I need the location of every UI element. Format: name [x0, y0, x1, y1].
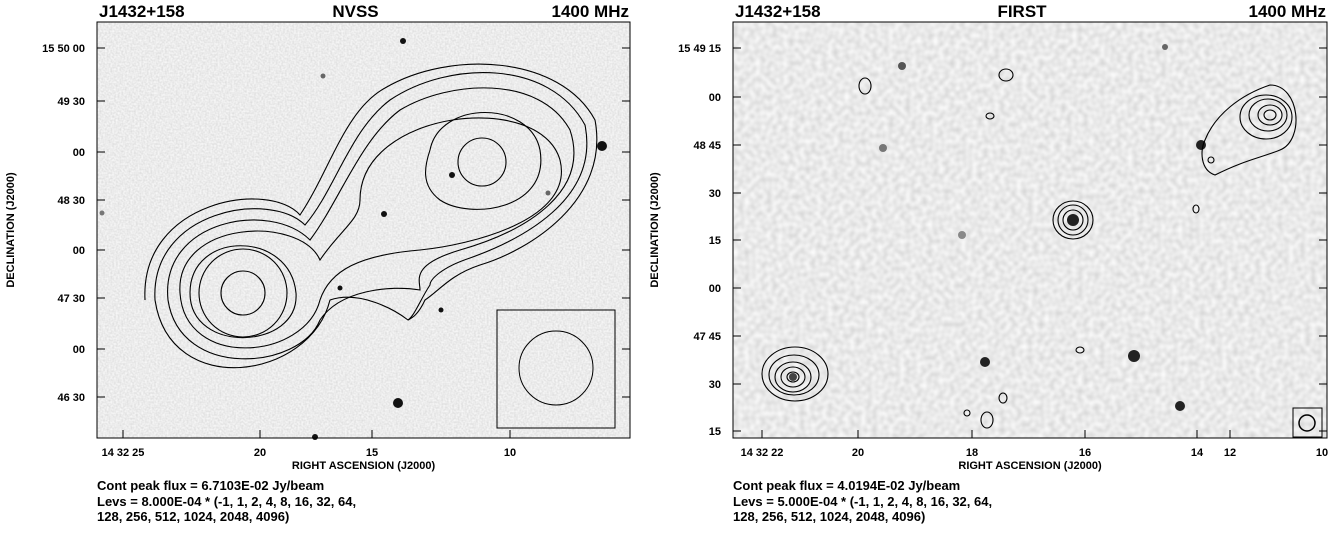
y-tick-label: 48 30	[57, 195, 85, 207]
stars	[99, 38, 607, 440]
radio-image	[733, 22, 1327, 438]
source-name: J1432+158	[735, 2, 821, 21]
x-tick-label: 10	[504, 447, 516, 459]
survey-name: NVSS	[332, 2, 378, 21]
y-tick-label: 15 50 00	[42, 43, 85, 55]
y-tick-label: 00	[709, 92, 721, 104]
y-tick-label: 46 30	[57, 392, 85, 404]
y-axis-label: DECLINATION (J2000)	[649, 172, 661, 288]
x-tick-label: 20	[254, 447, 266, 459]
contour-levels: 128, 256, 512, 1024, 2048, 4096)	[733, 509, 925, 524]
beam	[518, 330, 594, 406]
peak-flux: Cont peak flux = 4.0194E-02 Jy/beam	[733, 478, 960, 493]
y-tick-label: 15	[709, 235, 721, 247]
contour-levels: Levs = 8.000E-04 * (-1, 1, 2, 4, 8, 16, …	[97, 494, 356, 509]
radio-image	[97, 22, 630, 438]
y-tick-label: 47 45	[693, 331, 721, 343]
beam-box	[496, 309, 616, 429]
x-tick-label: 20	[852, 447, 864, 459]
source-name: J1432+158	[99, 2, 185, 21]
frequency: 1400 MHz	[1249, 2, 1326, 21]
x-tick-label: 16	[1079, 447, 1091, 459]
x-tick-label: 14 32 25	[102, 447, 145, 459]
x-tick-label: 14	[1191, 447, 1204, 459]
contour-levels: 128, 256, 512, 1024, 2048, 4096)	[97, 509, 289, 524]
y-tick-label: 47 30	[57, 293, 85, 305]
y-tick-label: 00	[73, 344, 85, 356]
y-axis-label: DECLINATION (J2000)	[5, 172, 17, 288]
peak-flux: Cont peak flux = 6.7103E-02 Jy/beam	[97, 478, 324, 493]
frequency: 1400 MHz	[552, 2, 629, 21]
beam-box	[1292, 407, 1323, 438]
y-tick-label: 00	[73, 147, 85, 159]
y-tick-label: 00	[73, 245, 85, 257]
plot-frame	[732, 21, 1328, 439]
y-tick-label: 30	[709, 379, 721, 391]
x-tick-label: 10	[1316, 447, 1328, 459]
x-tick-label: 18	[966, 447, 978, 459]
x-axis-label: RIGHT ASCENSION (J2000)	[958, 460, 1102, 472]
plot-frame	[96, 21, 631, 439]
x-axis-label: RIGHT ASCENSION (J2000)	[292, 460, 436, 472]
y-tick-label: 15 49 15	[678, 43, 721, 55]
y-tick-label: 00	[709, 283, 721, 295]
x-tick-label: 15	[366, 447, 378, 459]
y-tick-label: 48 45	[693, 140, 721, 152]
survey-name: FIRST	[997, 2, 1047, 21]
contours	[144, 63, 598, 369]
y-tick-label: 15	[709, 426, 721, 438]
x-tick-label: 12	[1224, 447, 1236, 459]
stars	[789, 44, 1206, 411]
contour-levels: Levs = 5.000E-04 * (-1, 1, 2, 4, 8, 16, …	[733, 494, 992, 509]
beam	[1298, 414, 1316, 432]
y-tick-label: 30	[709, 188, 721, 200]
x-tick-label: 14 32 22	[741, 447, 784, 459]
y-tick-label: 49 30	[57, 96, 85, 108]
contours	[761, 68, 1297, 429]
